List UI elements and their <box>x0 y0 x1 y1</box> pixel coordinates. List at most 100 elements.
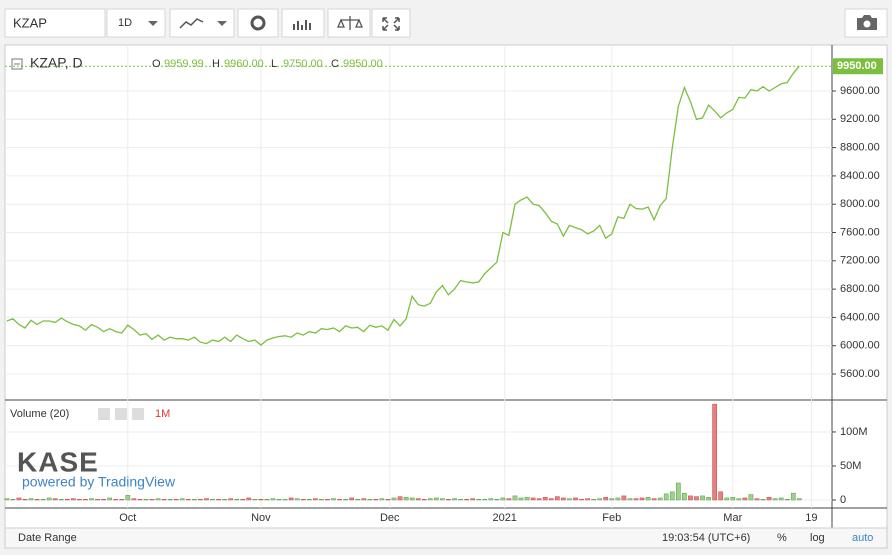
volume-bar <box>101 499 106 501</box>
volume-bar <box>506 498 512 501</box>
volume-bar <box>554 496 560 501</box>
volume-bar <box>40 499 46 501</box>
volume-bar <box>470 498 476 501</box>
percent-toggle[interactable]: % <box>777 532 787 544</box>
volume-bar <box>724 497 730 501</box>
volume-bar <box>657 497 663 501</box>
volume-bar <box>234 499 240 501</box>
y-tick-label: 7600.00 <box>840 226 880 238</box>
volume-bar <box>4 498 10 501</box>
symbol[interactable]: KZAP <box>13 15 47 30</box>
y-tick-label: 9600.00 <box>840 85 880 97</box>
volume-bar <box>294 498 300 501</box>
volume-bar <box>173 499 179 501</box>
volume-bar <box>500 497 506 501</box>
volume-bar <box>373 499 379 501</box>
volume-bar <box>361 498 367 501</box>
volume-bar <box>349 497 355 501</box>
volume-bar <box>16 497 22 501</box>
volume-bar <box>58 499 64 501</box>
volume-bar <box>488 498 494 501</box>
date-range[interactable]: Date Range <box>18 532 77 544</box>
volume-bar <box>191 499 197 501</box>
symbol-box[interactable] <box>4 8 106 38</box>
volume-bar <box>167 499 173 501</box>
volume-bar <box>337 499 342 501</box>
grid <box>5 45 832 508</box>
fullscreen-icon <box>382 17 400 31</box>
volume-bar <box>10 499 16 501</box>
line-icon <box>179 18 204 29</box>
x-tick-label: 2021 <box>492 512 516 524</box>
interval-box[interactable] <box>106 8 166 38</box>
y-tick-label: 50M <box>840 460 861 472</box>
volume-bar <box>603 497 609 501</box>
marks <box>4 65 832 501</box>
volume-bar <box>70 498 76 501</box>
volume-bar <box>367 499 373 501</box>
dropdown-icon <box>217 21 227 26</box>
volume-badge: 1M <box>155 408 170 420</box>
volume-bar <box>131 498 137 501</box>
volume-legend-title: Volume (20) <box>10 408 69 420</box>
volume-bar <box>518 497 524 501</box>
y-tick-label: 6800.00 <box>840 283 880 295</box>
volume-bar <box>790 492 796 501</box>
volume-bar <box>440 498 445 501</box>
visibility-icon[interactable] <box>98 408 110 420</box>
x-tick-label: Dec <box>380 512 400 524</box>
volume-bar <box>464 499 469 501</box>
volume-bar <box>682 492 687 501</box>
volume-bar <box>409 497 415 501</box>
volume-bar <box>736 498 742 501</box>
settings-button[interactable] <box>237 8 279 38</box>
volume-bar <box>706 497 711 501</box>
camera-lens <box>863 20 871 28</box>
volume-bar <box>446 499 451 501</box>
volume-bar <box>355 499 361 501</box>
volume-bar <box>270 498 276 501</box>
ohlc-value: 9960.00 <box>224 58 264 70</box>
volume-bar <box>228 498 234 501</box>
volume-bar <box>633 498 639 501</box>
log-toggle[interactable]: log <box>810 532 825 544</box>
volume-bar <box>300 499 306 501</box>
volume-bar <box>651 498 657 501</box>
volume-bar <box>748 494 754 501</box>
volume-bar <box>579 499 584 501</box>
dropdown-icon <box>148 21 158 26</box>
volume-bar <box>28 498 34 501</box>
indicators-button[interactable] <box>281 8 325 38</box>
ohlc-key: C <box>331 58 339 70</box>
y-tick-label: 8800.00 <box>840 142 880 154</box>
volume-bar <box>161 499 167 501</box>
volume-bar <box>288 497 294 501</box>
volume-bar <box>343 499 348 501</box>
x-tick-label: Nov <box>251 512 271 524</box>
volume-bar <box>561 497 566 501</box>
volume-bar <box>276 499 282 501</box>
ohlc-value: 9750.00 <box>283 58 323 70</box>
close-icon[interactable] <box>132 408 144 420</box>
interval[interactable]: 1D <box>118 17 132 29</box>
volume-bar <box>458 499 463 501</box>
volume-bar <box>597 498 603 501</box>
fullscreen-button[interactable] <box>371 8 411 38</box>
volume-bar <box>77 499 82 501</box>
y-tick-label: 8400.00 <box>840 170 880 182</box>
volume-bar <box>312 498 318 501</box>
volume-bar <box>397 496 403 501</box>
y-tick-label: 7200.00 <box>840 255 880 267</box>
volume-bar <box>198 499 203 501</box>
volume-bar <box>264 499 270 501</box>
settings-icon[interactable] <box>115 408 127 420</box>
ohlc-key: H <box>212 58 220 70</box>
auto-toggle[interactable]: auto <box>852 532 873 544</box>
collapse-icon[interactable] <box>11 58 23 70</box>
volume-bar <box>609 498 615 501</box>
powered-by[interactable]: powered by TradingView <box>22 474 176 490</box>
compare-button[interactable] <box>327 8 371 38</box>
clock: 19:03:54 (UTC+6) <box>662 532 750 544</box>
volume-bar <box>784 499 790 501</box>
